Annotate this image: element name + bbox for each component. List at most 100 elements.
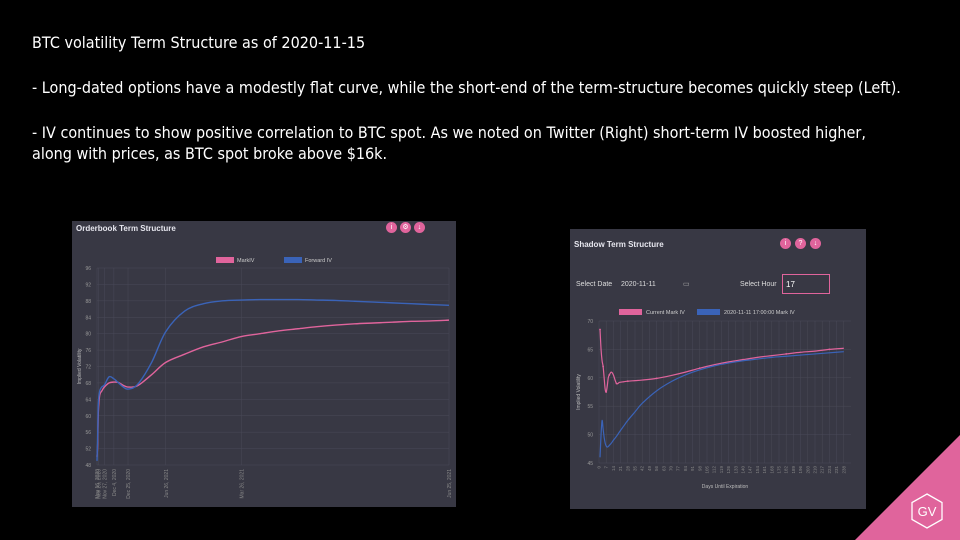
x-tick-label: 217 bbox=[820, 466, 825, 474]
y-tick-label: 60 bbox=[85, 414, 91, 420]
x-tick-label: 168 bbox=[769, 466, 774, 474]
x-tick-label: 231 bbox=[834, 466, 839, 474]
logo-text: GV bbox=[918, 504, 937, 519]
legend-swatch bbox=[216, 257, 234, 263]
panel-title: Orderbook Term Structure bbox=[76, 224, 176, 233]
y-tick-label: 70 bbox=[587, 319, 593, 325]
info-icon[interactable]: i bbox=[780, 238, 791, 249]
x-axis-title: Days Until Expiration bbox=[702, 484, 749, 490]
y-tick-label: 68 bbox=[85, 381, 91, 387]
x-tick-label: 28 bbox=[625, 466, 630, 472]
x-tick-label: 98 bbox=[697, 466, 702, 472]
data-point bbox=[698, 367, 701, 370]
settings-icon[interactable]: ? bbox=[795, 238, 806, 249]
legend-label: 2020-11-11 17:00:00 Mark IV bbox=[724, 310, 795, 316]
x-tick-label: 196 bbox=[798, 466, 803, 474]
y-tick-label: 50 bbox=[587, 433, 593, 439]
y-tick-label: 55 bbox=[587, 404, 593, 410]
x-tick-label: Dec 4, 2020 bbox=[112, 469, 118, 496]
y-tick-label: 52 bbox=[85, 447, 91, 453]
x-tick-label: 21 bbox=[618, 466, 623, 472]
x-tick-label: Nov 27, 2020 bbox=[102, 469, 108, 499]
legend-swatch bbox=[284, 257, 302, 263]
x-tick-label: 84 bbox=[683, 466, 688, 472]
x-tick-label: 140 bbox=[741, 466, 746, 474]
legend-label: MarkIV bbox=[237, 258, 255, 264]
y-tick-label: 92 bbox=[85, 282, 91, 288]
x-tick-label: 189 bbox=[791, 466, 796, 474]
x-tick-label: 119 bbox=[719, 466, 724, 474]
series-line bbox=[96, 298, 450, 461]
legend-swatch bbox=[697, 309, 720, 315]
download-icon[interactable]: ↓ bbox=[810, 238, 821, 249]
data-point bbox=[615, 382, 618, 385]
select-date-input[interactable]: 2020-11-11 bbox=[621, 281, 656, 288]
data-point bbox=[602, 365, 605, 368]
y-tick-label: 64 bbox=[85, 397, 91, 403]
y-tick-label: 65 bbox=[587, 347, 593, 353]
y-tick-label: 48 bbox=[85, 463, 91, 469]
x-tick-label: 210 bbox=[813, 466, 818, 474]
orderbook-panel: Orderbook Term Structure i ⚙ ↓ 48 52 56 60 6… bbox=[72, 221, 456, 507]
x-tick-label: 56 bbox=[654, 466, 659, 472]
x-tick-label: 7 bbox=[604, 466, 609, 469]
x-tick-label: Dec 25, 2020 bbox=[126, 469, 132, 499]
select-hour-label: Select Hour bbox=[740, 281, 777, 288]
series-line bbox=[599, 329, 844, 393]
data-point bbox=[828, 348, 831, 351]
series-line bbox=[96, 319, 450, 457]
x-tick-label: 154 bbox=[755, 466, 760, 474]
brand-corner bbox=[855, 435, 960, 540]
x-tick-label: 42 bbox=[640, 466, 645, 472]
bullet-iv-correlation: - IV continues to show positive correlat… bbox=[32, 123, 866, 163]
gv-logo: GV bbox=[911, 493, 943, 529]
legend-label: Current Mark IV bbox=[646, 310, 685, 316]
y-tick-label: 56 bbox=[85, 430, 91, 436]
y-tick-label: 72 bbox=[85, 365, 91, 371]
x-tick-label: 175 bbox=[777, 466, 782, 474]
info-icon[interactable]: i bbox=[386, 222, 397, 233]
data-point bbox=[785, 353, 788, 355]
y-axis-title: Implied Volatility bbox=[576, 374, 582, 410]
x-tick-label: Nov 20, 2020 bbox=[96, 469, 102, 499]
y-axis-title: Implied Volatility bbox=[77, 348, 83, 384]
data-point bbox=[655, 377, 658, 380]
y-tick-label: 80 bbox=[85, 332, 91, 338]
data-point bbox=[605, 391, 608, 393]
x-tick-label: Mar 26, 2021 bbox=[239, 469, 245, 499]
y-tick-label: 45 bbox=[587, 461, 593, 467]
settings-icon[interactable]: ⚙ bbox=[400, 222, 411, 233]
x-tick-label: 203 bbox=[805, 466, 810, 474]
select-hour-input[interactable]: 17 bbox=[782, 274, 830, 294]
orderbook-chart: 48 52 56 60 64 68 72 76 80 84 88 92 96 Nov 16, 2020No… bbox=[77, 257, 453, 499]
x-tick-label: 70 bbox=[669, 466, 674, 472]
shadow-panel: Shadow Term Structure i ? ↓ Select Date … bbox=[570, 229, 866, 509]
select-date-label: Select Date bbox=[576, 281, 613, 288]
y-tick-label: 60 bbox=[587, 376, 593, 382]
series-line bbox=[599, 351, 844, 458]
slide-title: BTC volatility Term Structure as of 2020… bbox=[32, 33, 366, 52]
x-tick-label: Jun 25, 2021 bbox=[447, 469, 453, 498]
y-tick-label: 96 bbox=[85, 266, 91, 272]
x-tick-label: 49 bbox=[647, 466, 652, 472]
legend-swatch bbox=[619, 309, 642, 315]
panel-title: Shadow Term Structure bbox=[574, 240, 664, 249]
x-tick-label: 14 bbox=[611, 466, 616, 472]
data-point bbox=[599, 328, 601, 331]
x-tick-label: 126 bbox=[726, 466, 731, 474]
x-tick-label: 182 bbox=[784, 466, 789, 474]
x-tick-label: 77 bbox=[676, 466, 681, 472]
y-tick-label: 84 bbox=[85, 315, 91, 321]
x-tick-label: 105 bbox=[705, 466, 710, 474]
x-tick-label: 147 bbox=[748, 466, 753, 474]
x-tick-label: Jun 26, 2021 bbox=[164, 469, 170, 498]
calendar-icon[interactable]: ▭ bbox=[683, 281, 690, 288]
x-tick-label: 91 bbox=[690, 466, 695, 472]
x-tick-label: 238 bbox=[841, 466, 846, 474]
download-icon[interactable]: ↓ bbox=[414, 222, 425, 233]
x-tick-label: 224 bbox=[827, 466, 832, 474]
data-point bbox=[608, 374, 611, 376]
x-tick-label: 35 bbox=[633, 466, 638, 472]
x-tick-label: 63 bbox=[661, 466, 666, 472]
